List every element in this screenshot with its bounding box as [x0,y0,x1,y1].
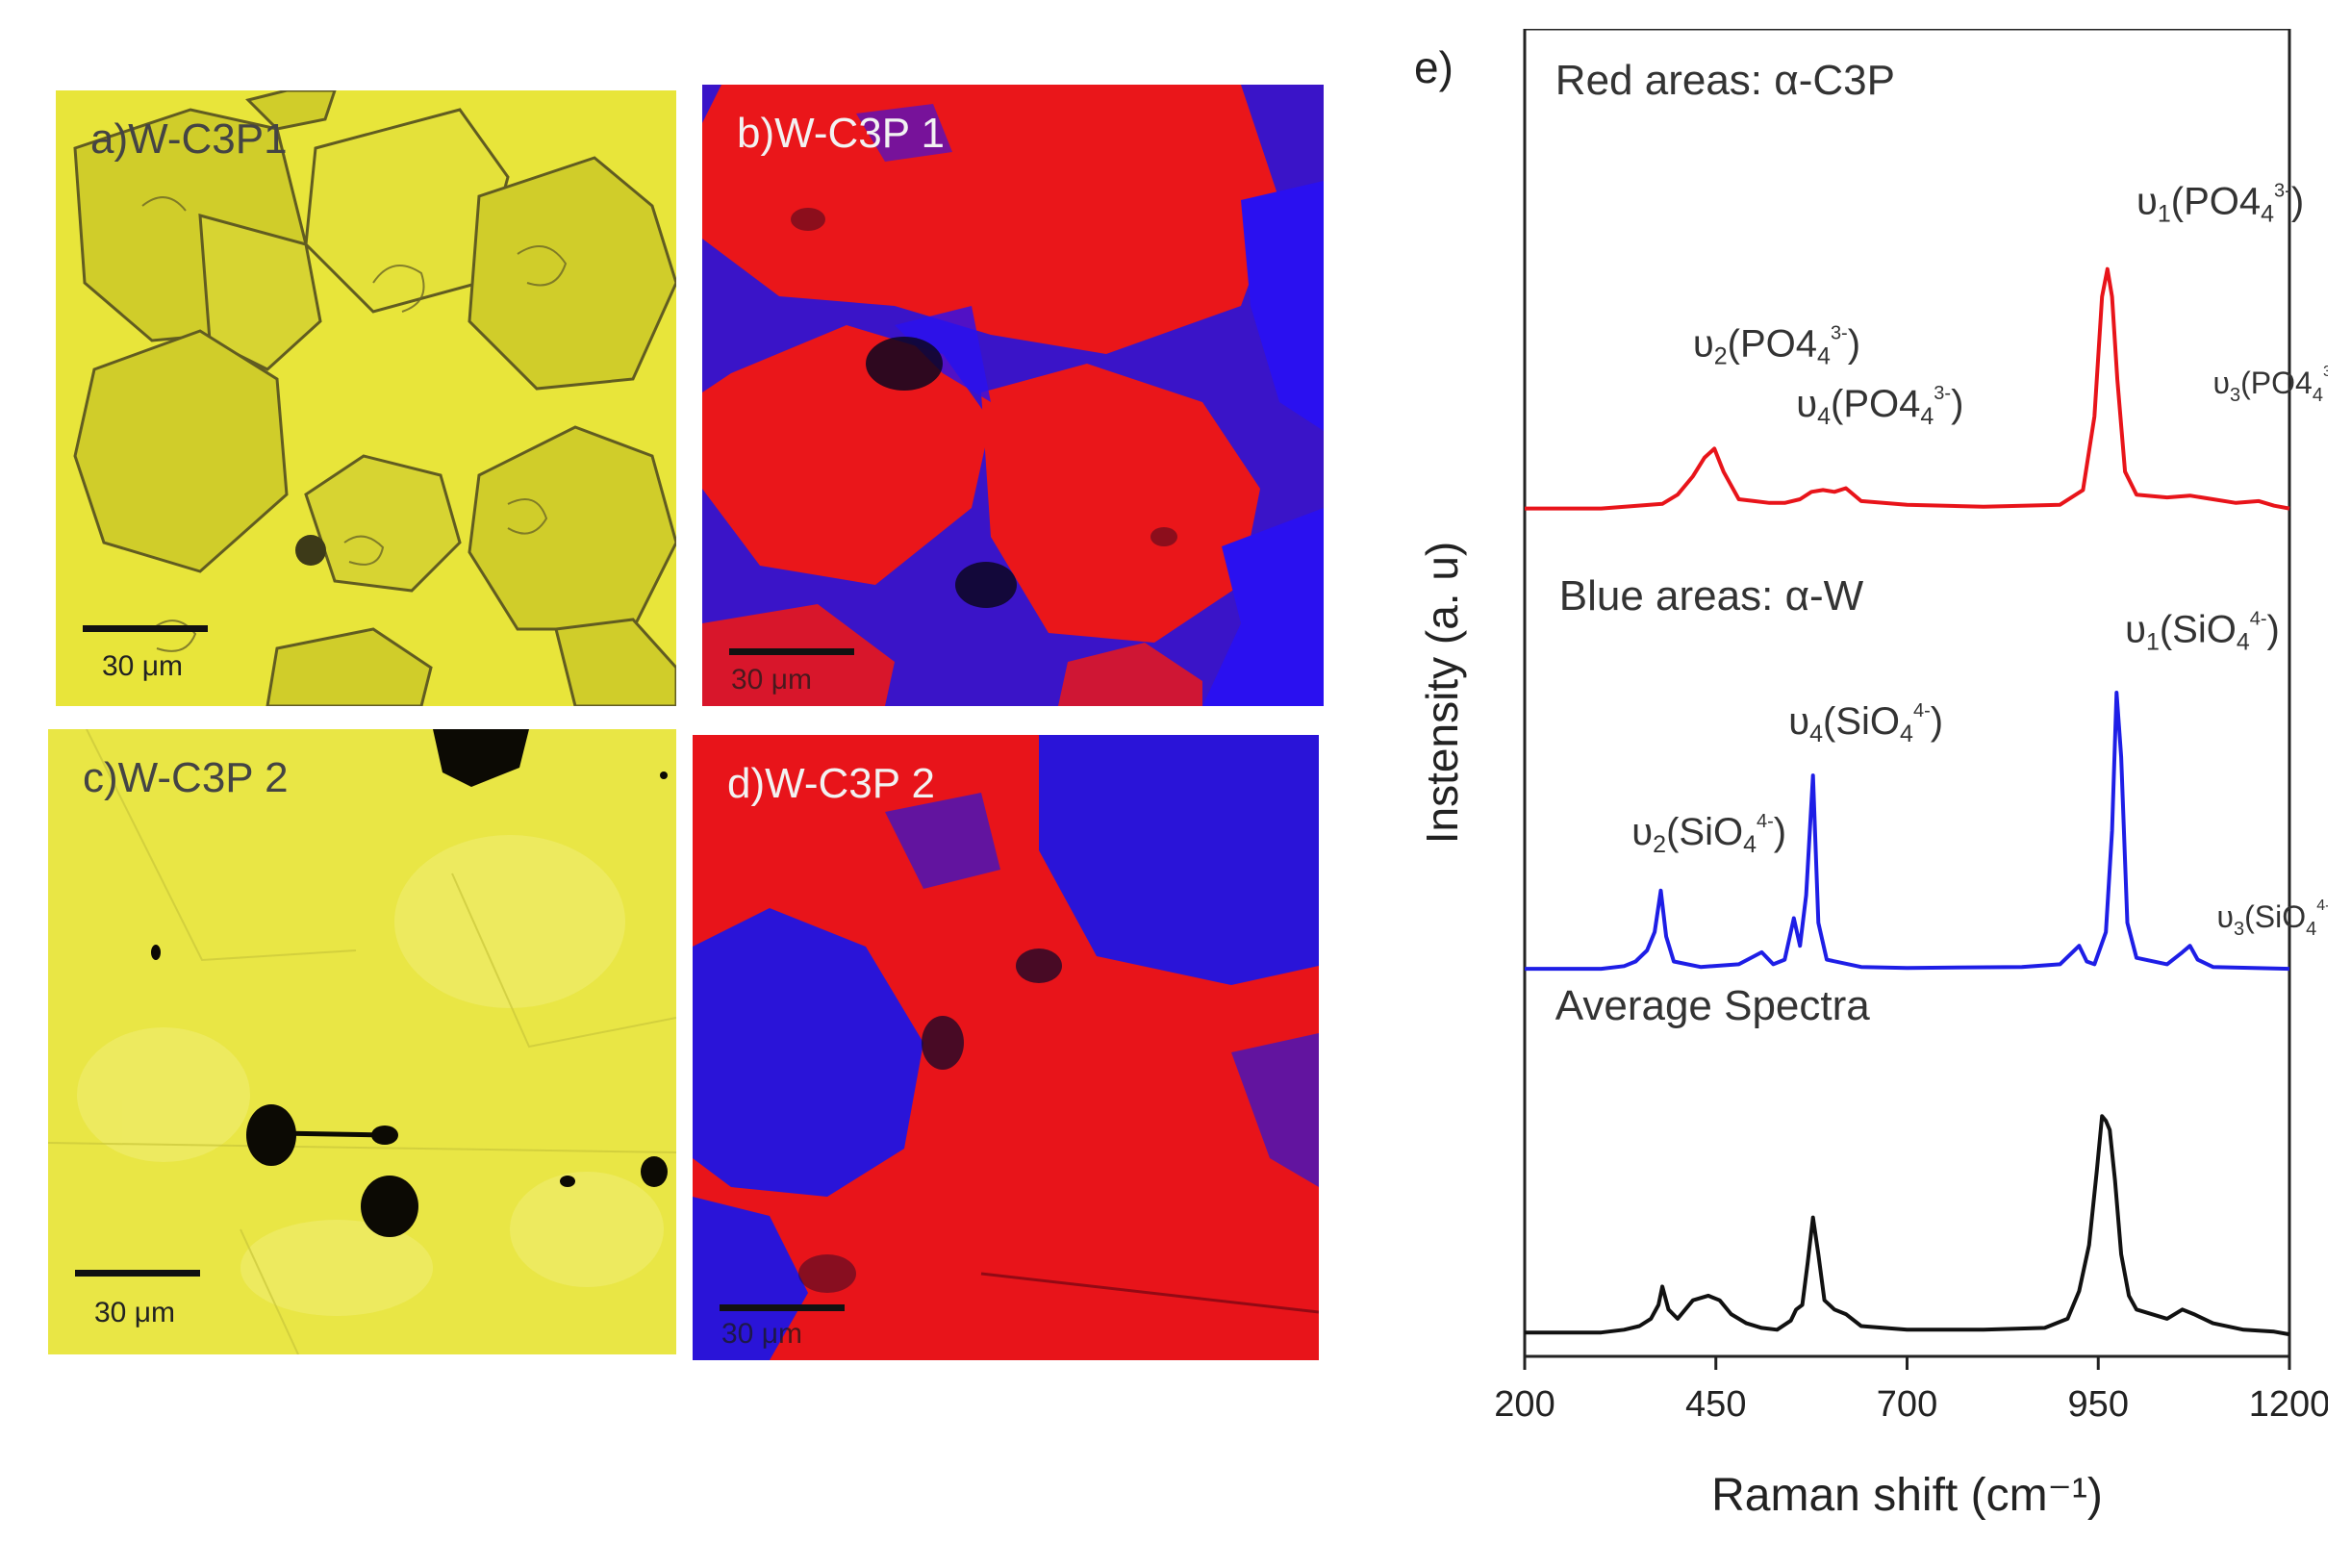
panel-d-scale-text: 30 μm [721,1318,802,1350]
plot-frame [1523,29,2291,1358]
panel-b-label: b)W-C3P 1 [737,110,946,157]
panel-b-raman-map: b)W-C3P 1 30 μm [702,85,1324,706]
panel-b-scale-bar [729,648,854,655]
ann-avg-title: Average Spectra [1555,982,1870,1029]
x-axis-label: Raman shift (cm⁻¹) [1711,1470,2103,1521]
x-tick-label: 700 [1877,1384,1937,1425]
ann-v3-po4: υ3(PO443-) [2213,364,2329,406]
panel-c-scale-text: 30 μm [94,1297,175,1328]
raman-map-b-image [702,85,1324,706]
micrograph-c-image [48,729,676,1354]
panel-e-label: e) [1414,42,1454,92]
micrograph-a-image [56,90,676,706]
plot-area: 200 450 700 950 1200 Red areas: α-C3P υ1(PO443… [1494,29,2328,1425]
panel-a-scale-text: 30 μm [102,650,183,682]
panel-a-micrograph: a)W-C3P1 30 μm [56,90,676,706]
ann-v2-sio4: υ2(SiO44-) [1631,811,1786,858]
panel-d-scale-bar [720,1304,845,1311]
panel-b-scale-text: 30 μm [731,664,812,695]
x-tick-label: 450 [1685,1384,1746,1425]
x-tick-label: 200 [1494,1384,1555,1425]
x-tick-label: 950 [2068,1384,2129,1425]
raman-map-d-image [693,735,1319,1360]
ann-v4-po4: υ4(PO443-) [1796,383,1963,430]
series-line-average [1525,1114,2290,1337]
panel-c-micrograph: c)W-C3P 2 30 μm [48,729,676,1354]
panel-c-label: c)W-C3P 2 [83,754,289,801]
panel-a-scale-bar [83,625,208,632]
panel-c-scale-bar [75,1270,200,1277]
ann-v3-sio4: υ3(SiO44-) [2216,898,2328,940]
ann-red-title: Red areas: α-C3P [1555,57,1895,104]
ann-v1-sio4: υ1(SiO44-) [2125,608,2280,655]
ann-v2-po4: υ2(PO443-) [1693,323,1860,370]
raman-spectra-chart: e) 200 450 700 950 1200 Red areas: α-C3P υ1(PO… [1414,29,2328,1521]
x-tick-label: 1200 [2249,1384,2328,1425]
panel-a-label: a)W-C3P1 [90,115,288,163]
ann-blue-title: Blue areas: α-W [1559,572,1864,620]
ann-v1-po4: υ1(PO443-) [2136,180,2304,227]
ann-v4-sio4: υ4(SiO44-) [1788,700,1943,747]
series-line-blue [1525,691,2290,972]
series-line-red [1525,266,2290,511]
panel-d-raman-map: d)W-C3P 2 30 μm [693,735,1319,1360]
y-axis-label: Instensity (a. u) [1417,542,1467,844]
panel-d-label: d)W-C3P 2 [727,760,936,807]
